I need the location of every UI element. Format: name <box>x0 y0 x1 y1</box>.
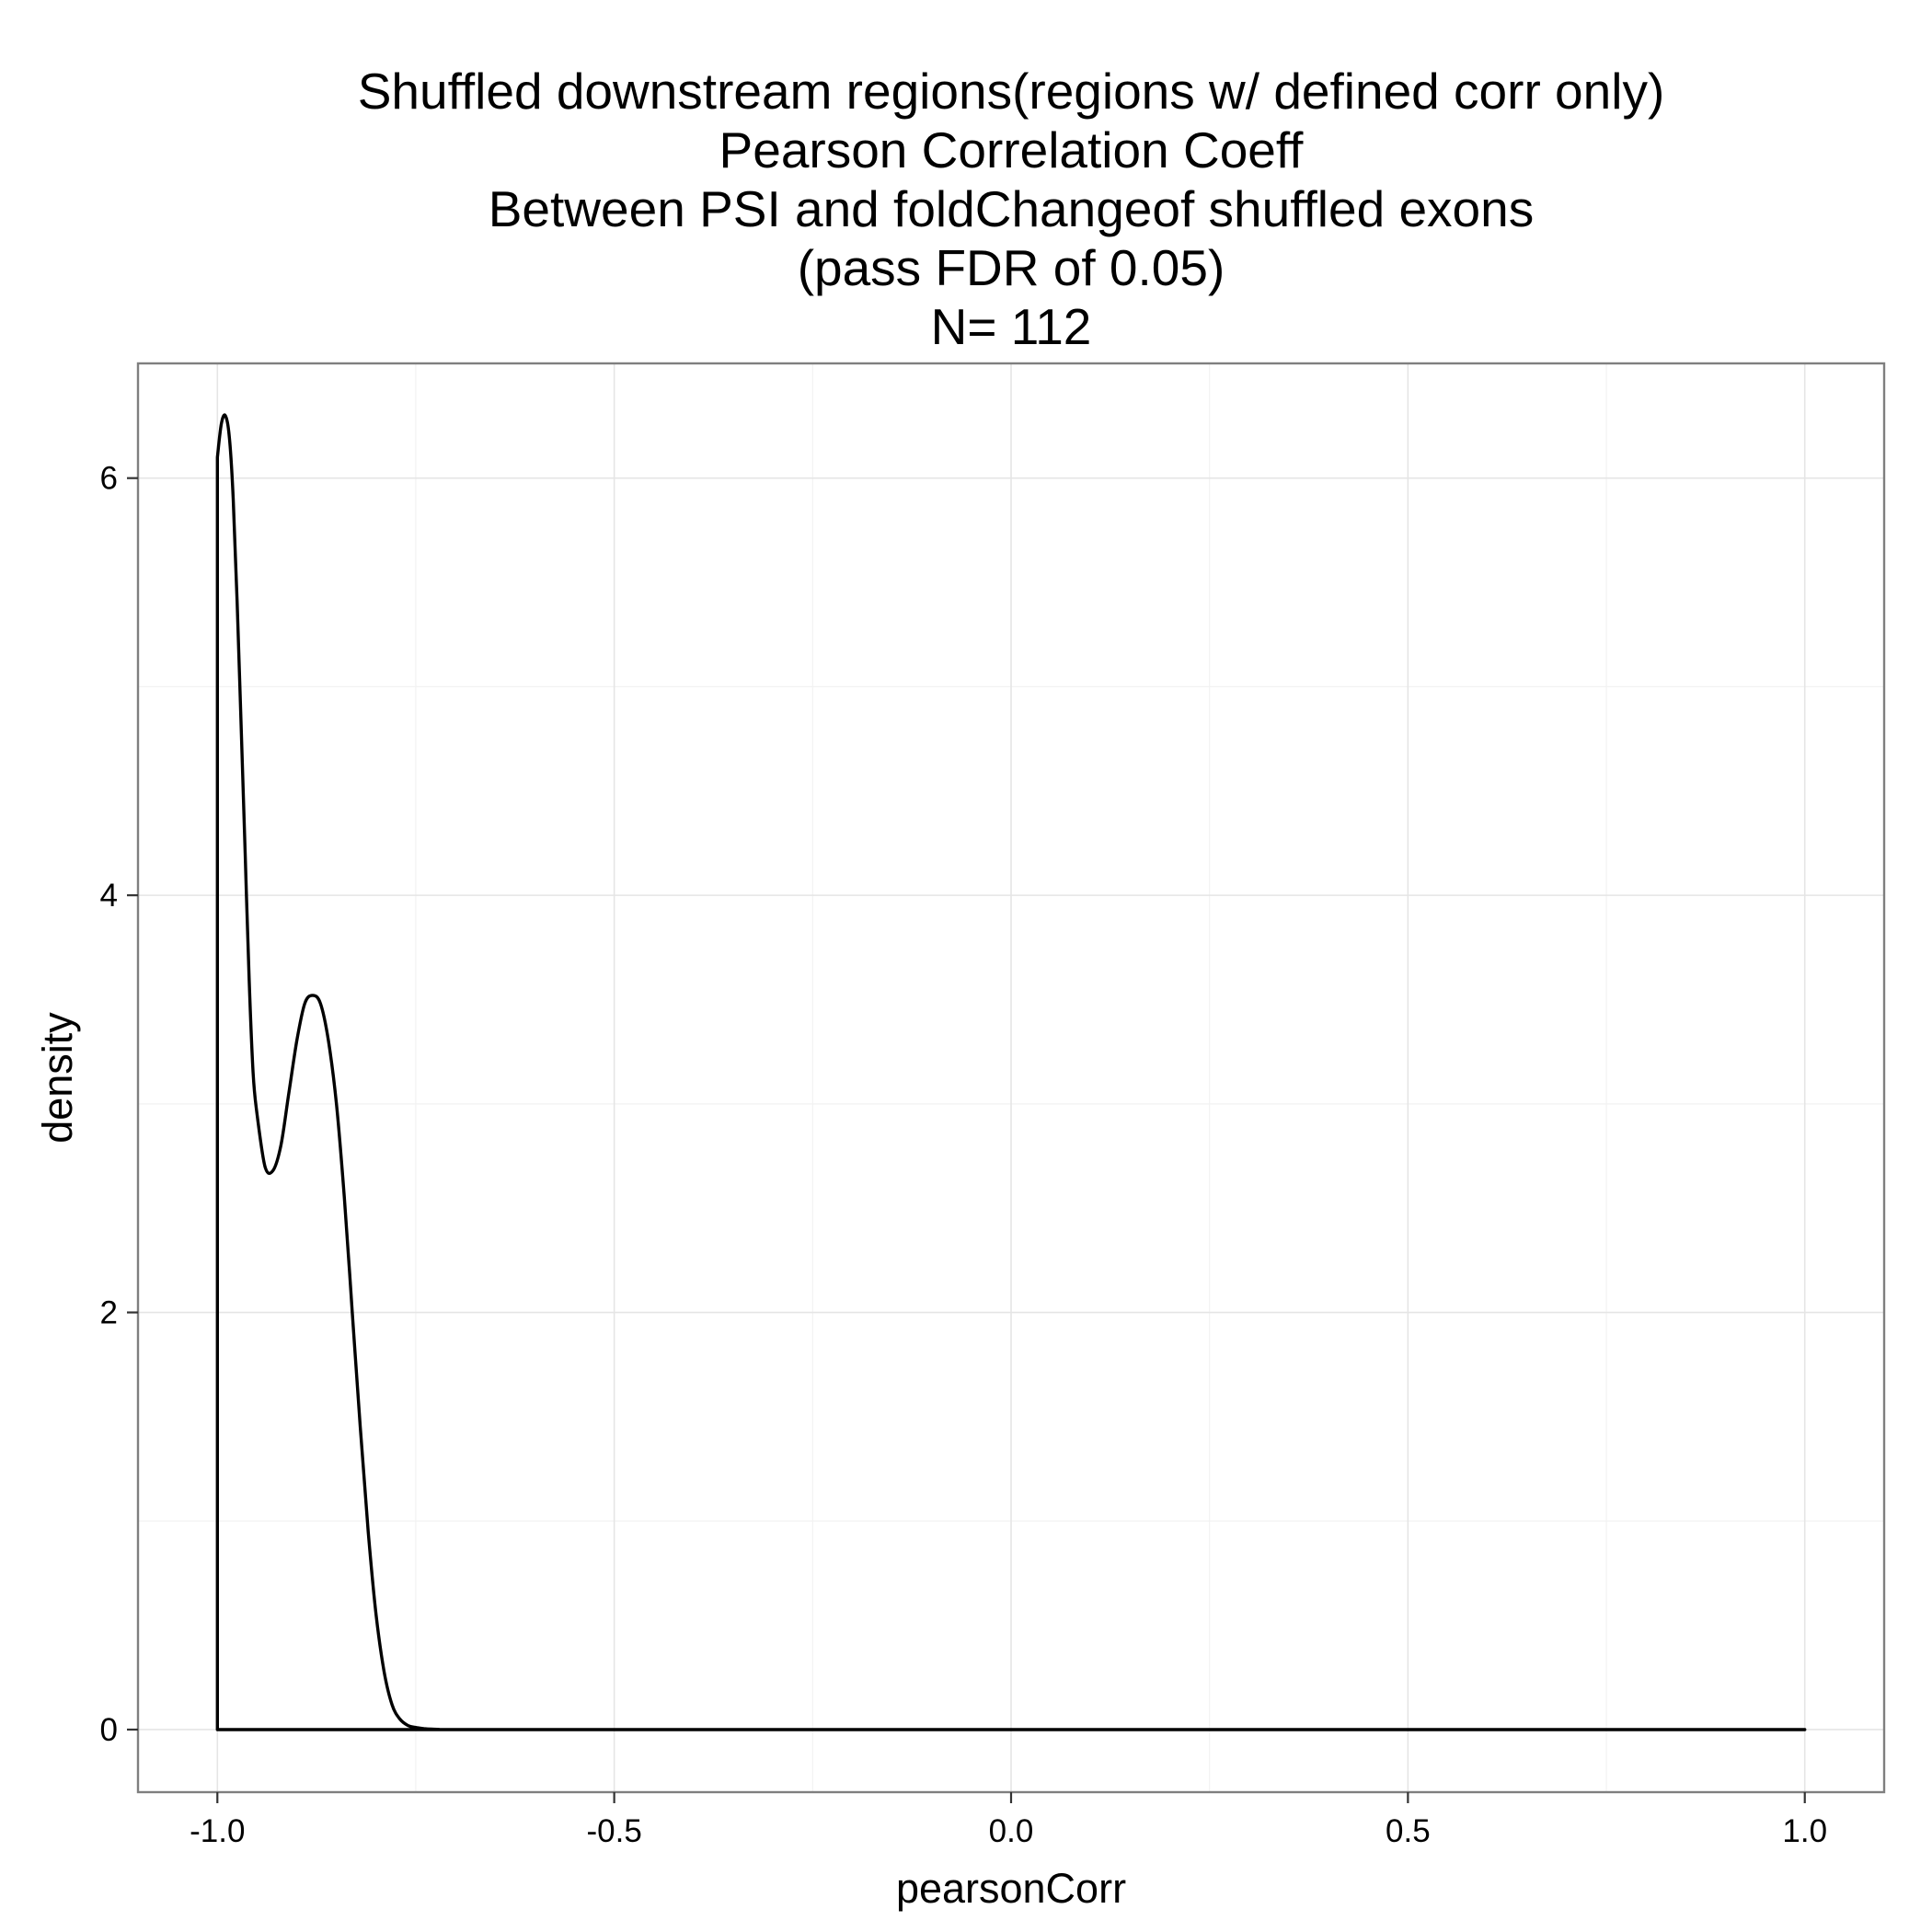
x-axis-label: pearsonCorr <box>896 1865 1126 1912</box>
chart-title: Shuffled downstream regions(regions w/ d… <box>358 63 1665 355</box>
x-tick-label-1: -0.5 <box>586 1813 641 1849</box>
title-line-5: N= 112 <box>931 298 1092 355</box>
x-tick-label-4: 1.0 <box>1782 1813 1827 1849</box>
x-tick-label-3: 0.5 <box>1386 1813 1431 1849</box>
title-line-2: Pearson Correlation Coeff <box>719 121 1305 178</box>
y-tick-label-0: 0 <box>100 1712 118 1748</box>
x-tick-label-0: -1.0 <box>190 1813 245 1849</box>
title-line-3: Between PSI and foldChangeof shuffled ex… <box>489 180 1534 237</box>
grid <box>138 363 1884 1792</box>
density-curve-0 <box>215 413 1807 1731</box>
y-axis-label: density <box>34 1012 81 1144</box>
y-tick-label-2: 4 <box>100 878 118 914</box>
density-series <box>215 413 1807 1731</box>
title-line-1: Shuffled downstream regions(regions w/ d… <box>358 63 1665 120</box>
x-axis: -1.0 -0.5 0.0 0.5 1.0 <box>190 1792 1827 1849</box>
y-axis: 0 2 4 6 <box>100 461 138 1748</box>
title-line-4: (pass FDR of 0.05) <box>798 239 1225 296</box>
y-tick-label-1: 2 <box>100 1295 118 1331</box>
y-tick-label-3: 6 <box>100 461 118 497</box>
x-tick-label-2: 0.0 <box>989 1813 1034 1849</box>
